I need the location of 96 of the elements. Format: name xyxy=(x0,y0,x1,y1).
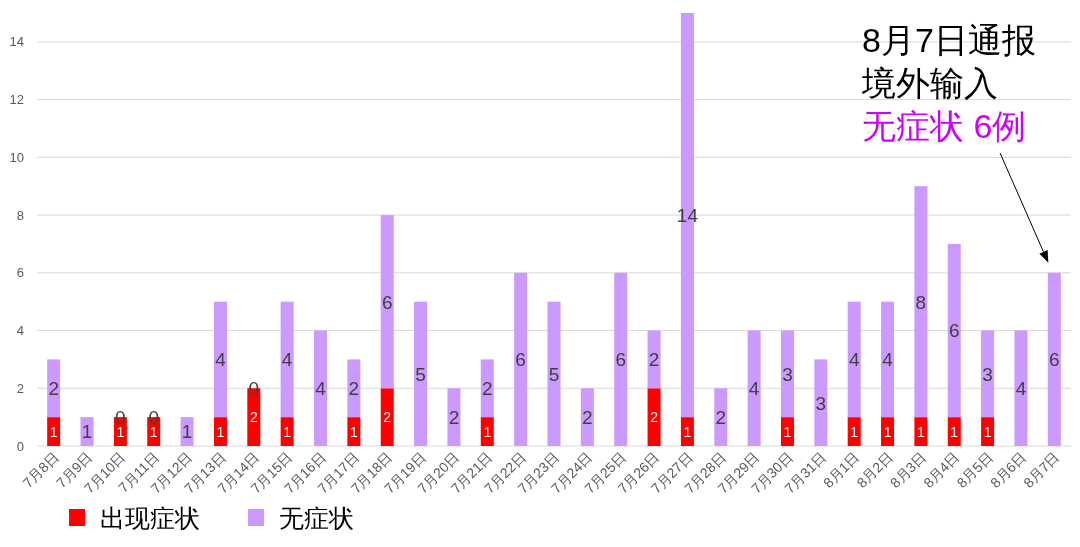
bar xyxy=(47,359,61,418)
data-label: 1 xyxy=(81,421,93,443)
bar xyxy=(914,417,928,446)
data-label: 4 xyxy=(748,378,760,400)
data-label: 1 xyxy=(683,423,692,440)
data-label: 3 xyxy=(982,363,993,385)
bar xyxy=(780,417,794,446)
legend-label: 无症状 xyxy=(279,504,354,532)
bar xyxy=(947,417,961,446)
bar xyxy=(280,417,294,446)
data-label: 4 xyxy=(882,349,894,371)
bar xyxy=(981,417,995,446)
data-label: 6 xyxy=(515,349,526,371)
data-label: 1 xyxy=(283,423,292,440)
data-label: 6 xyxy=(615,349,626,371)
data-label: 6 xyxy=(1049,349,1060,371)
data-label: 2 xyxy=(582,406,593,428)
data-label: 3 xyxy=(782,363,793,385)
bar xyxy=(380,215,394,389)
annotation: 无症状 6例 xyxy=(862,107,1027,145)
bar xyxy=(747,330,761,446)
data-label: 1 xyxy=(216,423,225,440)
bar xyxy=(881,301,895,418)
data-label: 6 xyxy=(381,291,393,313)
data-label: 5 xyxy=(415,363,426,385)
y-tick-label: 4 xyxy=(16,323,24,339)
bar xyxy=(280,301,294,418)
data-label: 2 xyxy=(348,378,360,400)
bar xyxy=(714,388,728,446)
bar xyxy=(347,417,361,446)
data-label: 1 xyxy=(349,423,358,440)
y-tick-label: 12 xyxy=(9,92,24,108)
y-tick-label: 10 xyxy=(9,149,24,165)
bar xyxy=(314,330,328,446)
data-label: 4 xyxy=(848,349,860,371)
data-label: 6 xyxy=(948,320,960,342)
bar xyxy=(947,243,961,418)
data-label: 2 xyxy=(650,409,659,426)
data-label: 1 xyxy=(950,423,959,440)
data-label: 1 xyxy=(149,423,158,440)
bar xyxy=(680,417,694,446)
bar xyxy=(480,417,494,446)
data-label: 2 xyxy=(249,409,258,426)
bar xyxy=(347,359,361,418)
legend-label: 出现症状 xyxy=(100,504,200,532)
bar xyxy=(814,359,828,446)
bar xyxy=(47,417,61,446)
bar xyxy=(847,301,861,418)
y-tick-label: 14 xyxy=(9,34,24,50)
bar xyxy=(213,417,227,446)
data-label: 2 xyxy=(715,406,727,428)
bar xyxy=(914,186,928,418)
data-label: 1 xyxy=(181,421,193,443)
y-tick-label: 8 xyxy=(16,207,24,223)
data-label: 4 xyxy=(281,349,293,371)
bar xyxy=(514,272,528,446)
bar xyxy=(480,359,494,418)
data-label: 1 xyxy=(116,423,125,440)
bar xyxy=(1014,330,1028,446)
bar xyxy=(547,301,561,446)
data-label: 4 xyxy=(215,349,227,371)
data-label: 4 xyxy=(1015,378,1027,400)
bar xyxy=(447,388,461,446)
data-label: 5 xyxy=(548,363,560,385)
bar xyxy=(647,388,661,446)
data-label: 8 xyxy=(915,291,927,313)
bar xyxy=(780,330,794,418)
y-tick-label: 6 xyxy=(16,265,24,281)
bar xyxy=(414,301,428,446)
annotation: 境外输入 xyxy=(861,64,998,102)
data-label: 1 xyxy=(983,423,992,440)
data-label: 1 xyxy=(783,423,792,440)
data-label: 1 xyxy=(49,423,58,440)
data-label: 2 xyxy=(648,349,660,371)
data-label: 2 xyxy=(448,406,460,428)
data-label: 1 xyxy=(483,423,492,440)
data-label: 4 xyxy=(315,378,327,400)
bar xyxy=(614,272,628,446)
data-label: 2 xyxy=(383,409,392,426)
data-label: 1 xyxy=(883,423,892,440)
annotation: 8月7日通报 xyxy=(862,21,1036,59)
y-tick-label: 0 xyxy=(16,438,24,454)
bar xyxy=(881,417,895,446)
data-label: 2 xyxy=(482,378,493,400)
data-label: 14 xyxy=(676,204,699,226)
data-label: 1 xyxy=(917,423,925,440)
bar xyxy=(981,330,995,418)
data-label: 2 xyxy=(48,378,59,400)
bar xyxy=(1047,272,1061,446)
data-label: 1 xyxy=(850,423,859,440)
bar xyxy=(847,417,861,446)
data-label: 3 xyxy=(815,392,827,414)
bar xyxy=(213,301,227,418)
bar xyxy=(580,388,594,446)
y-tick-label: 2 xyxy=(16,380,24,396)
bar xyxy=(380,388,394,446)
